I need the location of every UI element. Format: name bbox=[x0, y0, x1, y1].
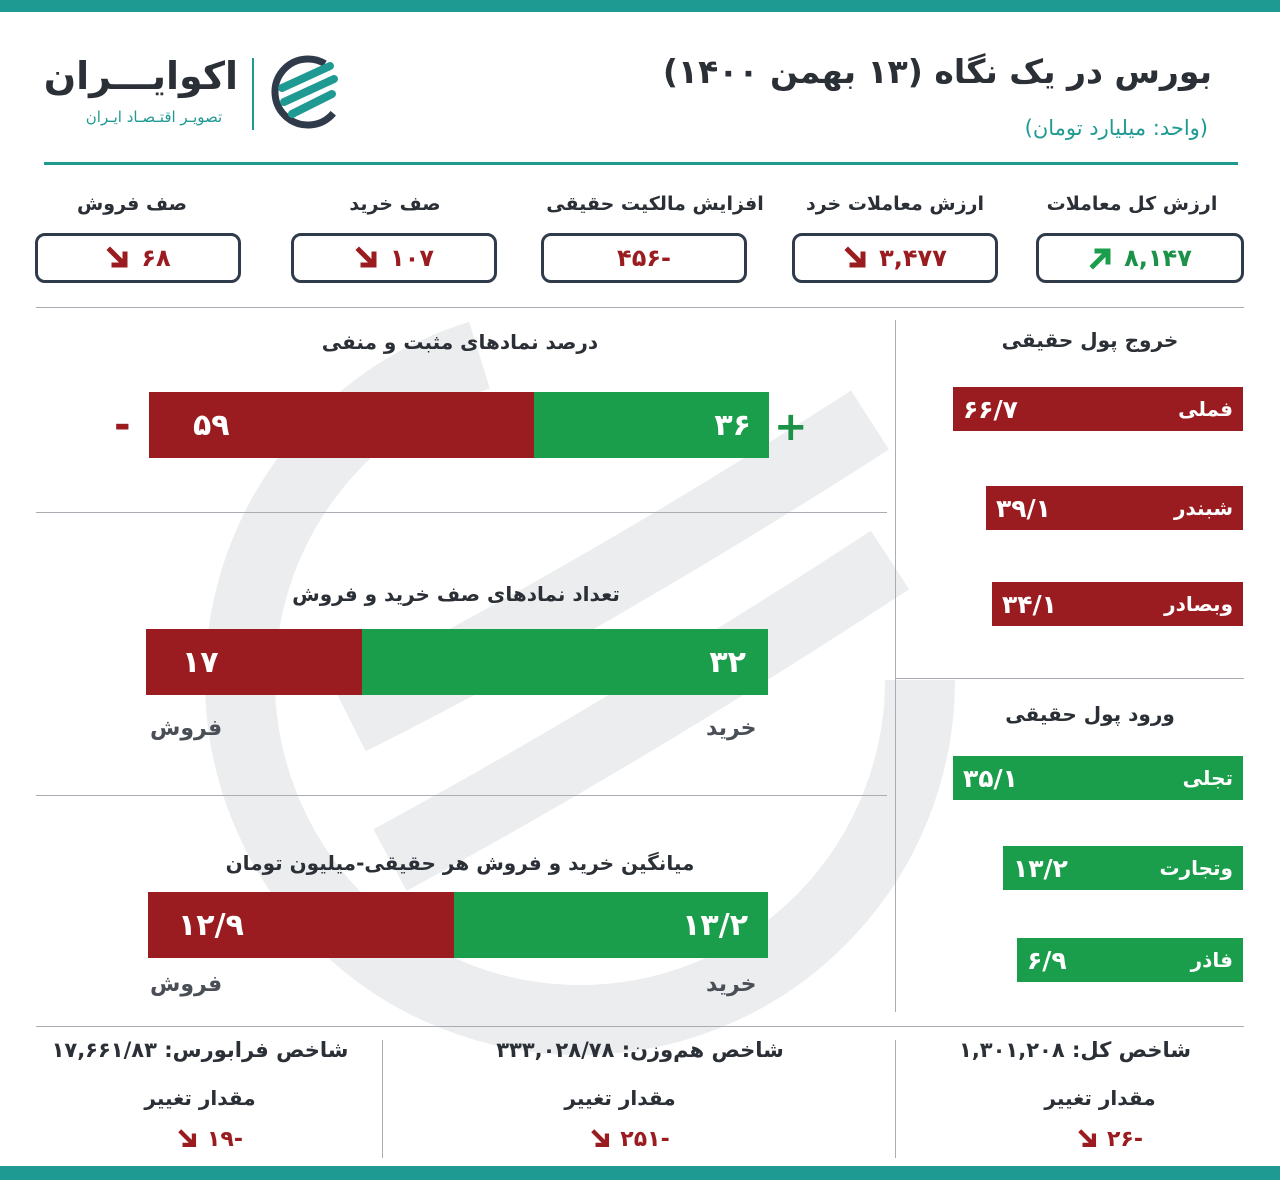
avg-buy-label: خرید bbox=[706, 972, 757, 997]
ecoiran-logo-icon bbox=[271, 55, 345, 129]
index-change: -۲۵۱ bbox=[540, 1124, 720, 1154]
positive-sign: + bbox=[774, 404, 808, 450]
card-value: ۸,۱۴۷ bbox=[1124, 244, 1192, 272]
arrow-down-icon bbox=[591, 1129, 610, 1148]
card-retail-value: ۳,۴۷۷ bbox=[792, 233, 998, 283]
divider-cards bbox=[36, 307, 1244, 308]
inflow-item-name: تجلی bbox=[1182, 766, 1233, 790]
avg-buy-bar: ۱۳/۲ bbox=[454, 892, 768, 958]
inflow-item-name: وتجارت bbox=[1159, 856, 1233, 880]
card-value: ۶۸ bbox=[141, 244, 171, 272]
outflow-item-value: ۳۹/۱ bbox=[996, 493, 1051, 523]
outflow-item-value: ۶۶/۷ bbox=[963, 394, 1018, 424]
inflow-item-value: ۶/۹ bbox=[1027, 945, 1067, 975]
card-buy-queue: ۱۰۷ bbox=[291, 233, 497, 283]
index-change: -۲۶ bbox=[1020, 1124, 1200, 1154]
inflow-item: تجلی ۳۵/۱ bbox=[953, 756, 1243, 800]
outflow-item: وبصادر ۳۴/۱ bbox=[992, 582, 1243, 626]
queue-buy-label: خرید bbox=[706, 716, 757, 741]
avg-sell-value: ۱۲/۹ bbox=[178, 907, 244, 943]
card-label-sell-queue: صف فروش bbox=[77, 193, 187, 215]
index-label: شاخص هم‌وزن: bbox=[621, 1038, 784, 1062]
card-ownership: -۴۵۶ bbox=[541, 233, 747, 283]
index-equal-weight: شاخص هم‌وزن: ۳۳۳,۰۲۸/۷۸ bbox=[420, 1038, 860, 1062]
header-divider bbox=[44, 162, 1238, 165]
inflow-item: وتجارت ۱۳/۲ bbox=[1003, 846, 1243, 890]
unit-subtitle: (واحد: میلیارد تومان) bbox=[1024, 116, 1208, 140]
card-total-value: ۸,۱۴۷ bbox=[1036, 233, 1244, 283]
inflow-item-value: ۳۵/۱ bbox=[963, 763, 1018, 793]
negative-bar: ۵۹ bbox=[149, 392, 534, 458]
index-change: -۱۹ bbox=[120, 1124, 300, 1154]
card-label-total-value: ارزش کل معاملات bbox=[1046, 193, 1218, 215]
queue-buy-bar: ۳۲ bbox=[362, 629, 768, 695]
outflow-item-name: وبصادر bbox=[1164, 592, 1233, 616]
logo-tagline: تصویـر اقتـصـاد ایـران bbox=[85, 108, 223, 126]
negative-value: ۵۹ bbox=[193, 407, 230, 443]
outflow-item-name: فملی bbox=[1178, 397, 1233, 421]
divider-sec2 bbox=[36, 795, 887, 796]
page-title: بورس در یک نگاه (۱۳ بهمن ۱۴۰۰) bbox=[662, 52, 1212, 91]
index-value: ۱,۳۰۱,۲۰۸ bbox=[959, 1038, 1065, 1062]
card-value: ۳,۴۷۷ bbox=[879, 244, 947, 272]
bottom-accent-bar bbox=[0, 1166, 1280, 1180]
arrow-down-icon bbox=[106, 246, 128, 268]
index-label: شاخص فرابورس: bbox=[164, 1038, 349, 1062]
index-total: شاخص کل: ۱,۳۰۱,۲۰۸ bbox=[910, 1038, 1240, 1062]
divider-indices bbox=[36, 1026, 1244, 1027]
logo-name: اکوایـــران bbox=[43, 54, 238, 98]
divider-side-mid bbox=[895, 678, 1244, 679]
index-value: ۳۳۳,۰۲۸/۷۸ bbox=[496, 1038, 615, 1062]
outflow-item-value: ۳۴/۱ bbox=[1002, 589, 1057, 619]
outflow-item-name: شبندر bbox=[1173, 496, 1233, 520]
queue-count-title: تعداد نمادهای صف خرید و فروش bbox=[292, 582, 620, 606]
index-change-value: -۱۹ bbox=[207, 1126, 243, 1152]
card-value: ۱۰۷ bbox=[390, 244, 434, 272]
avg-buy-value: ۱۳/۲ bbox=[682, 907, 748, 943]
outflow-item: فملی ۶۶/۷ bbox=[953, 387, 1243, 431]
index-change-label: مقدار تغییر bbox=[1044, 1086, 1156, 1110]
index-change-value: -۲۵۱ bbox=[620, 1126, 670, 1152]
divider-vertical-side bbox=[895, 320, 896, 1012]
avg-sell-bar: ۱۲/۹ bbox=[148, 892, 454, 958]
queue-sell-bar: ۱۷ bbox=[146, 629, 362, 695]
negative-sign: - bbox=[114, 402, 131, 448]
index-value: ۱۷,۶۶۱/۸۳ bbox=[51, 1038, 157, 1062]
index-label: شاخص کل: bbox=[1072, 1038, 1191, 1062]
arrow-down-icon bbox=[1078, 1129, 1097, 1148]
arrow-up-icon bbox=[1089, 248, 1111, 270]
outflow-item: شبندر ۳۹/۱ bbox=[986, 486, 1243, 530]
inflow-title: ورود پول حقیقی bbox=[1005, 702, 1175, 726]
card-label-ownership: افزایش مالکیت حقیقی bbox=[546, 193, 764, 215]
card-value: -۴۵۶ bbox=[617, 244, 671, 272]
inflow-item-value: ۱۳/۲ bbox=[1013, 853, 1068, 883]
top-accent-bar bbox=[0, 0, 1280, 12]
card-label-buy-queue: صف خرید bbox=[349, 193, 441, 215]
avg-sell-label: فروش bbox=[150, 972, 223, 997]
inflow-item: فاذر ۶/۹ bbox=[1017, 938, 1243, 982]
logo-separator bbox=[252, 58, 254, 130]
divider-index-1 bbox=[382, 1040, 383, 1158]
avg-trade-title: میانگین خرید و فروش هر حقیقی-میلیون توما… bbox=[225, 851, 695, 875]
divider-sec1 bbox=[36, 512, 887, 513]
queue-buy-value: ۳۲ bbox=[709, 644, 746, 680]
arrow-down-icon bbox=[355, 246, 377, 268]
arrow-down-icon bbox=[844, 246, 866, 268]
queue-sell-value: ۱۷ bbox=[182, 644, 219, 680]
card-sell-queue: ۶۸ bbox=[35, 233, 241, 283]
pos-neg-title: درصد نمادهای مثبت و منفی bbox=[321, 330, 599, 354]
queue-sell-label: فروش bbox=[150, 716, 223, 741]
inflow-item-name: فاذر bbox=[1190, 948, 1233, 972]
index-change-label: مقدار تغییر bbox=[564, 1086, 676, 1110]
positive-bar: ۳۶ bbox=[534, 392, 769, 458]
index-change-label: مقدار تغییر bbox=[144, 1086, 256, 1110]
positive-value: ۳۶ bbox=[714, 407, 751, 443]
card-label-retail-value: ارزش معاملات خرد bbox=[805, 193, 984, 215]
divider-index-2 bbox=[895, 1040, 896, 1158]
index-change-value: -۲۶ bbox=[1107, 1126, 1143, 1152]
outflow-title: خروج پول حقیقی bbox=[1001, 328, 1179, 352]
arrow-down-icon bbox=[178, 1129, 197, 1148]
index-farabourse: شاخص فرابورس: ۱۷,۶۶۱/۸۳ bbox=[40, 1038, 360, 1062]
